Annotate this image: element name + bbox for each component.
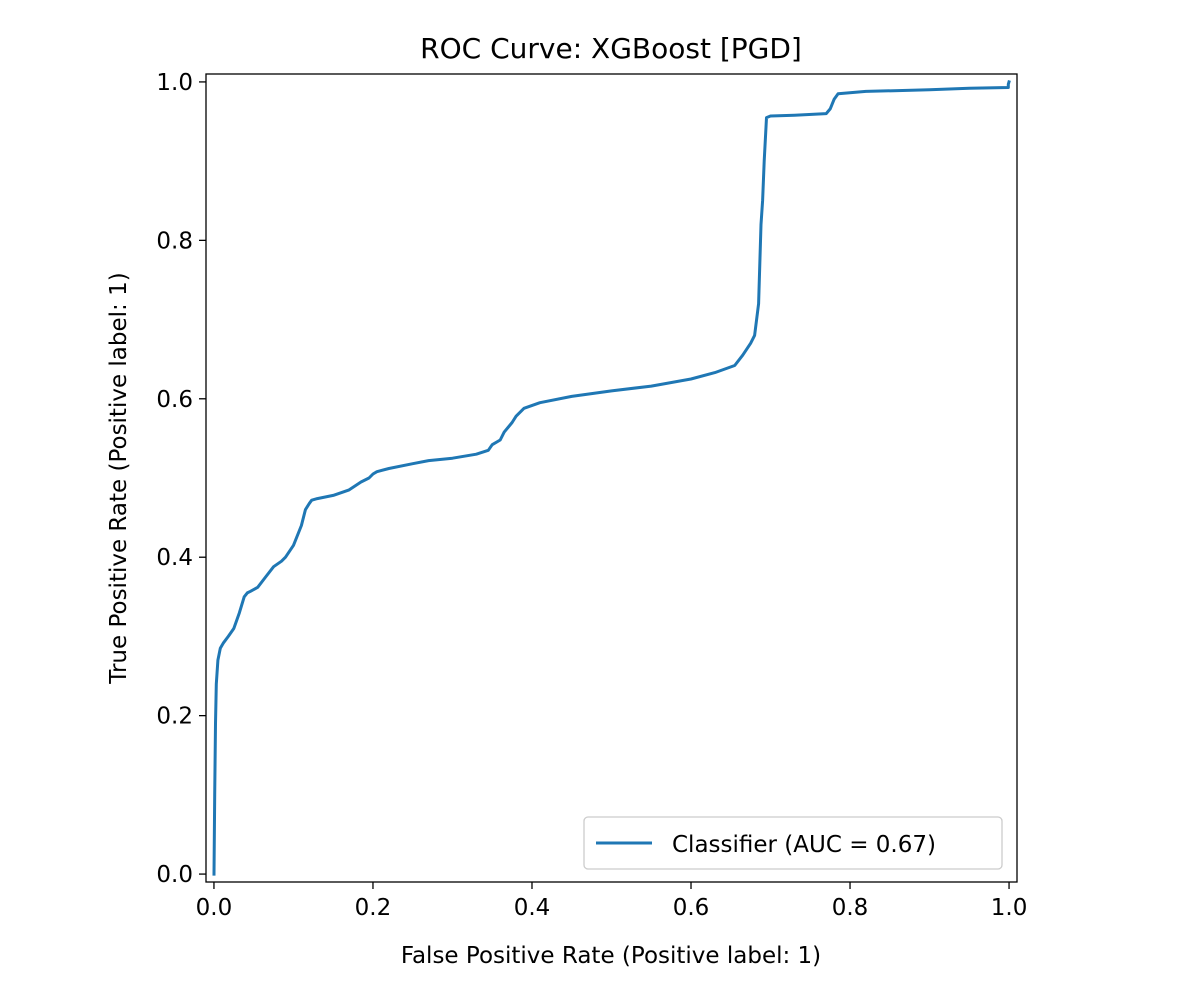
y-tick-label: 0.4 — [156, 545, 193, 571]
roc-curve-line — [212, 80, 1011, 876]
y-axis-label: True Positive Rate (Positive label: 1) — [106, 272, 132, 684]
y-tick-label: 0.2 — [156, 704, 193, 730]
x-tick-label: 0.4 — [514, 895, 551, 921]
legend: Classifier (AUC = 0.67) — [583, 816, 1003, 870]
y-tick-label: 0.6 — [156, 387, 193, 413]
x-axis-ticks: 0.0 0.2 0.4 0.6 0.8 1.0 — [196, 882, 1028, 921]
y-tick-label: 0.0 — [156, 862, 193, 888]
chart-title: ROC Curve: XGBoost [PGD] — [420, 32, 802, 65]
plot-frame — [205, 73, 1018, 883]
x-tick-label: 0.0 — [196, 895, 233, 921]
legend-label: Classifier (AUC = 0.67) — [672, 832, 936, 858]
plot-area — [206, 74, 1017, 882]
x-tick-label: 0.2 — [355, 895, 392, 921]
x-tick-label: 1.0 — [991, 895, 1028, 921]
y-tick-label: 1.0 — [156, 70, 193, 96]
y-axis-ticks: 0.0 0.2 0.4 0.6 0.8 1.0 — [156, 70, 206, 888]
plot-background — [206, 74, 1017, 882]
x-tick-label: 0.8 — [832, 895, 869, 921]
x-axis-label: False Positive Rate (Positive label: 1) — [401, 943, 821, 969]
y-tick-label: 0.8 — [156, 228, 193, 254]
legend-box — [583, 816, 1003, 870]
x-tick-label: 0.6 — [673, 895, 710, 921]
